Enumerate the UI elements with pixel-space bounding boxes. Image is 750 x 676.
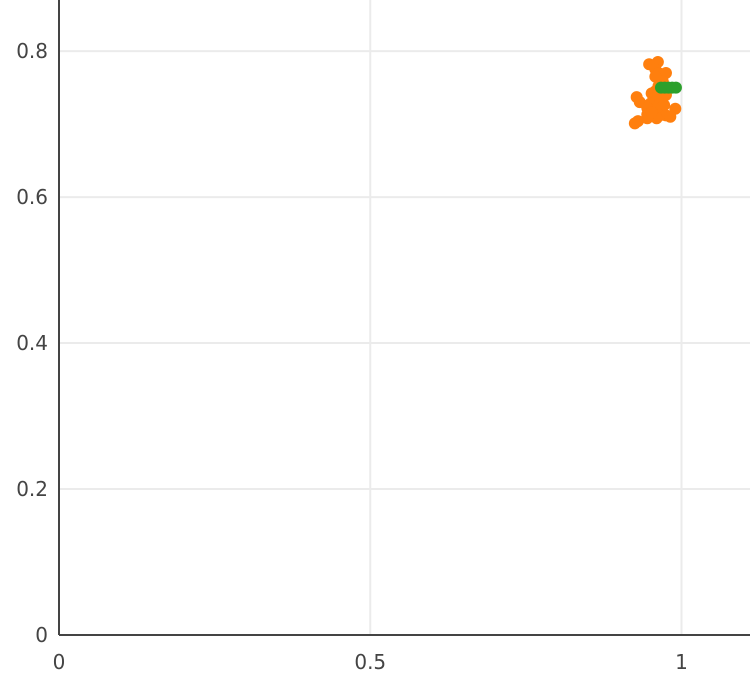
data-points <box>628 56 682 130</box>
y-tick-label: 0.8 <box>16 39 48 63</box>
series-2 <box>654 81 682 94</box>
data-point <box>628 117 641 130</box>
x-tick-label: 1 <box>675 650 688 674</box>
x-tick-label: 0 <box>53 650 66 674</box>
y-tick-label: 0.4 <box>16 331 48 355</box>
data-point <box>664 110 677 123</box>
data-point <box>669 81 682 94</box>
y-tick-label: 0.6 <box>16 185 48 209</box>
tick-labels: 0 0.5 1 0 0.2 0.4 0.6 0.8 <box>16 39 688 674</box>
data-point <box>645 106 658 119</box>
y-tick-label: 0 <box>35 623 48 647</box>
x-tick-label: 0.5 <box>354 650 386 674</box>
axes <box>58 0 750 636</box>
y-tick-label: 0.2 <box>16 477 48 501</box>
gridlines <box>59 0 750 635</box>
